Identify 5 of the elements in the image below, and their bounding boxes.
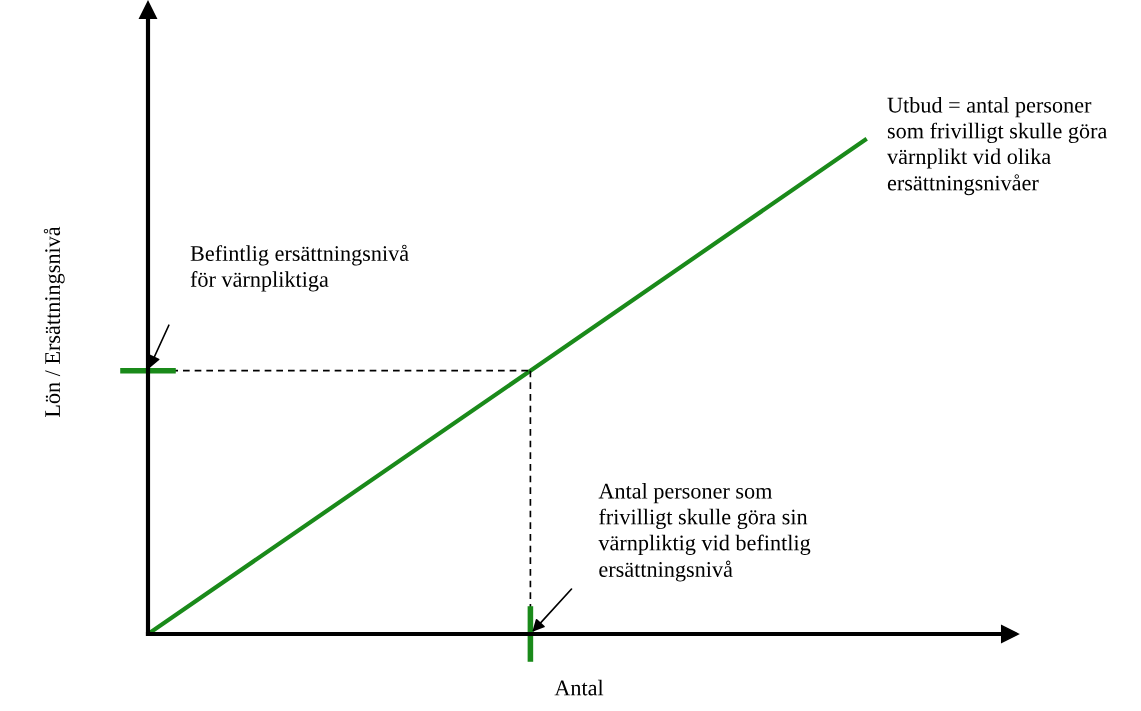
x-axis-title: Antal (554, 679, 604, 696)
y-axis-title: Lön / Ersättningsnivå (43, 226, 65, 418)
annotation: Utbud = antal personer som frivilligt skulle göra värnplikt vid olika ersättningsnivåer (887, 97, 1108, 196)
annotation: Befintlig ersättningsnivå för värnpliktiga (190, 244, 409, 292)
annotation: Antal personer som frivilligt skulle göra sin värnpliktig vid befintlig ersättningsnivå (598, 483, 811, 582)
